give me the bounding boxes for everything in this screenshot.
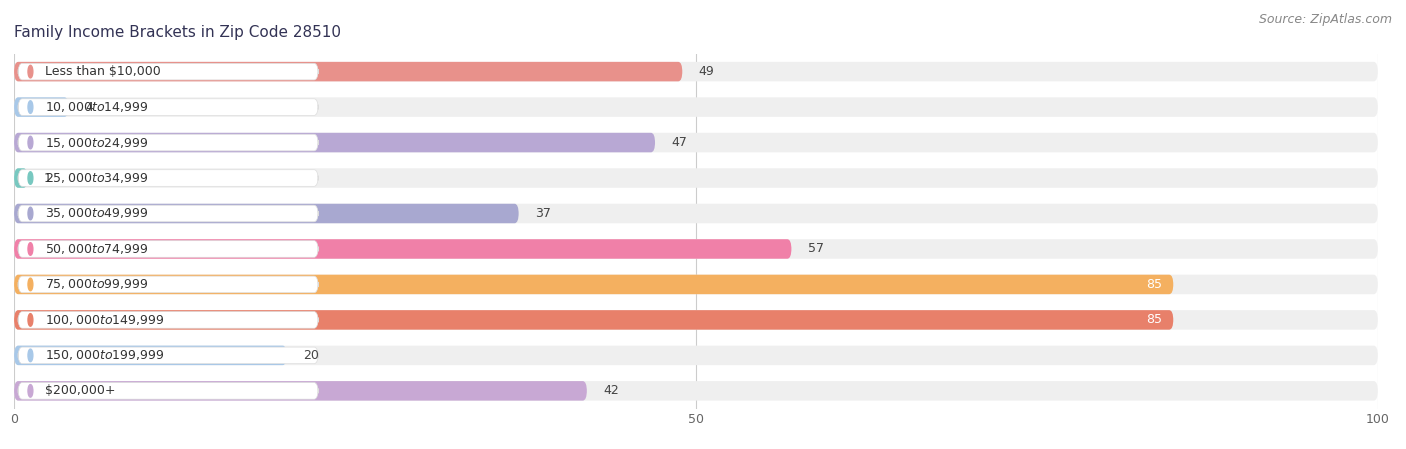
Circle shape (28, 136, 32, 149)
Text: $50,000 to $74,999: $50,000 to $74,999 (45, 242, 149, 256)
Text: $25,000 to $34,999: $25,000 to $34,999 (45, 171, 149, 185)
FancyBboxPatch shape (14, 239, 1378, 259)
FancyBboxPatch shape (14, 97, 69, 117)
Text: Less than $10,000: Less than $10,000 (45, 65, 162, 78)
FancyBboxPatch shape (14, 204, 519, 223)
Text: $10,000 to $14,999: $10,000 to $14,999 (45, 100, 149, 114)
FancyBboxPatch shape (18, 276, 318, 293)
Text: $200,000+: $200,000+ (45, 384, 115, 397)
Text: 49: 49 (699, 65, 714, 78)
FancyBboxPatch shape (18, 312, 318, 328)
FancyBboxPatch shape (14, 346, 1378, 365)
FancyBboxPatch shape (14, 310, 1173, 330)
Text: 85: 85 (1146, 278, 1163, 291)
FancyBboxPatch shape (18, 99, 318, 115)
Text: 85: 85 (1146, 313, 1163, 326)
Text: 20: 20 (304, 349, 319, 362)
FancyBboxPatch shape (18, 383, 318, 399)
Text: 57: 57 (808, 242, 824, 255)
Circle shape (28, 349, 32, 362)
Text: 42: 42 (603, 384, 619, 397)
FancyBboxPatch shape (14, 97, 1378, 117)
FancyBboxPatch shape (14, 168, 28, 188)
FancyBboxPatch shape (14, 381, 1378, 401)
Text: $150,000 to $199,999: $150,000 to $199,999 (45, 348, 165, 362)
FancyBboxPatch shape (18, 241, 318, 257)
Circle shape (28, 207, 32, 220)
FancyBboxPatch shape (14, 381, 586, 401)
FancyBboxPatch shape (14, 346, 287, 365)
Circle shape (28, 101, 32, 114)
Text: 1: 1 (44, 172, 52, 185)
FancyBboxPatch shape (14, 62, 1378, 81)
Text: 4: 4 (84, 101, 93, 114)
FancyBboxPatch shape (18, 205, 318, 222)
FancyBboxPatch shape (14, 275, 1173, 294)
Text: $35,000 to $49,999: $35,000 to $49,999 (45, 207, 149, 220)
Circle shape (28, 278, 32, 291)
Text: 47: 47 (672, 136, 688, 149)
FancyBboxPatch shape (18, 170, 318, 186)
FancyBboxPatch shape (14, 275, 1378, 294)
Circle shape (28, 384, 32, 397)
Text: Family Income Brackets in Zip Code 28510: Family Income Brackets in Zip Code 28510 (14, 25, 342, 40)
FancyBboxPatch shape (14, 310, 1378, 330)
FancyBboxPatch shape (14, 133, 655, 152)
Text: $75,000 to $99,999: $75,000 to $99,999 (45, 277, 149, 291)
FancyBboxPatch shape (14, 168, 1378, 188)
Circle shape (28, 172, 32, 185)
Text: 37: 37 (536, 207, 551, 220)
Text: $100,000 to $149,999: $100,000 to $149,999 (45, 313, 165, 327)
Circle shape (28, 242, 32, 255)
Circle shape (28, 313, 32, 326)
FancyBboxPatch shape (18, 134, 318, 151)
FancyBboxPatch shape (18, 63, 318, 80)
FancyBboxPatch shape (18, 347, 318, 364)
Text: Source: ZipAtlas.com: Source: ZipAtlas.com (1258, 13, 1392, 26)
FancyBboxPatch shape (14, 62, 682, 81)
Text: $15,000 to $24,999: $15,000 to $24,999 (45, 136, 149, 150)
FancyBboxPatch shape (14, 239, 792, 259)
FancyBboxPatch shape (14, 204, 1378, 223)
Circle shape (28, 65, 32, 78)
FancyBboxPatch shape (14, 133, 1378, 152)
